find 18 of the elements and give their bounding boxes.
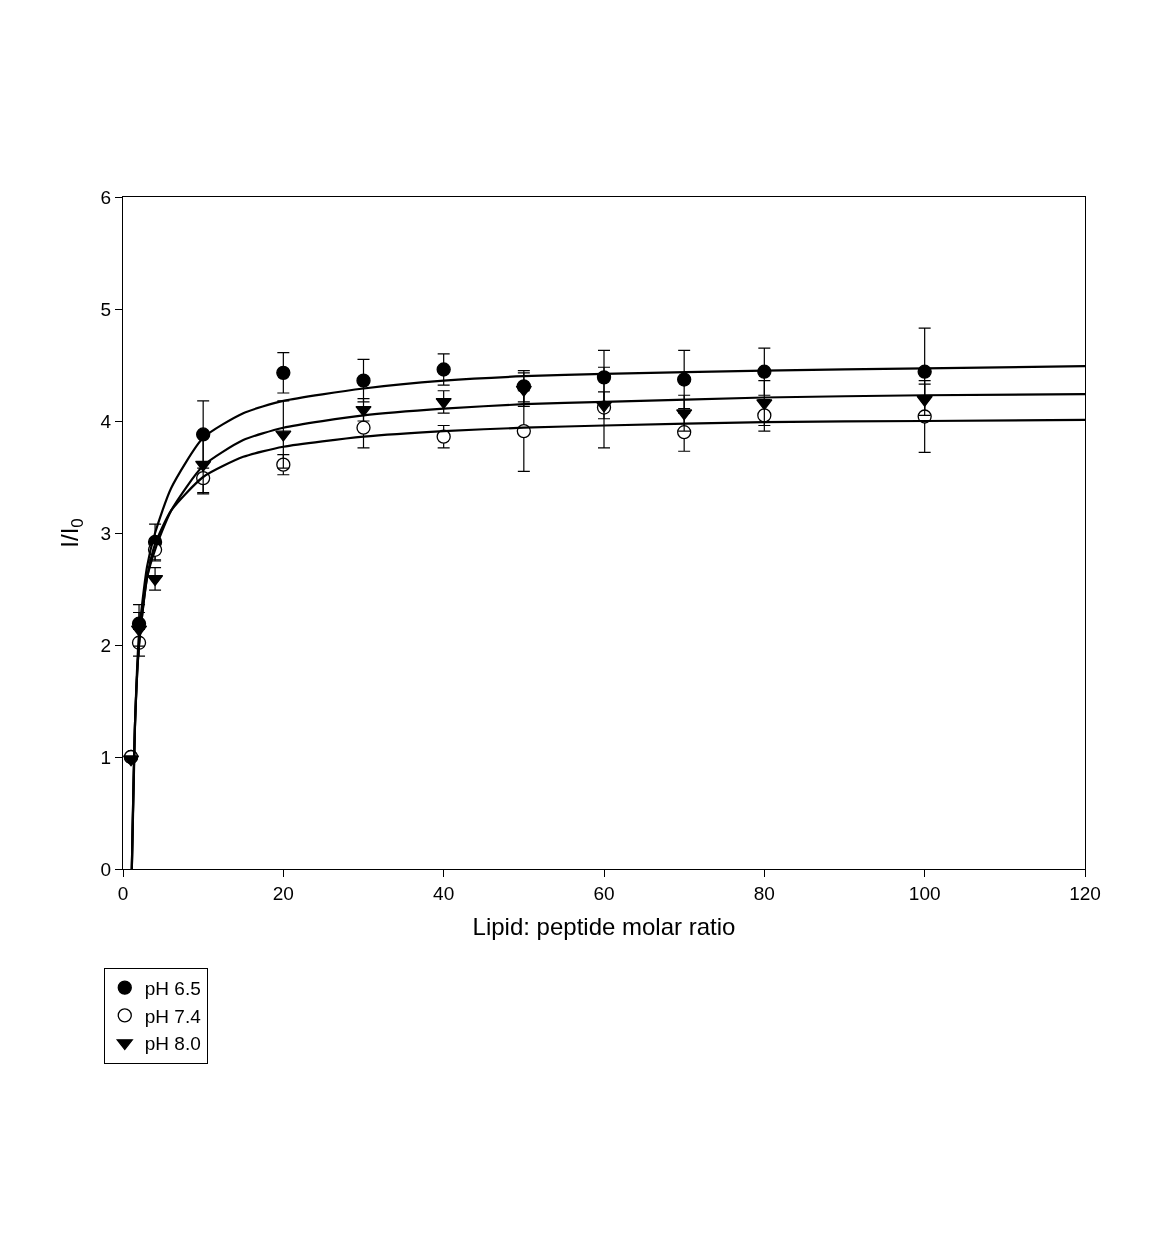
x-tick-label: 120 [1069,882,1101,904]
legend-label: pH 6.5 [144,978,201,1000]
y-tick-label: 4 [100,410,112,432]
legend-label: pH 8.0 [144,1033,201,1055]
legend-label: pH 7.4 [144,1005,202,1027]
y-tick-label: 5 [100,298,112,320]
x-tick-label: 40 [433,882,455,904]
x-axis-title: Lipid: peptide molar ratio [472,913,736,941]
y-tick-label: 2 [100,634,112,656]
y-tick-label: 0 [100,858,112,880]
x-tick-label: 20 [272,882,294,904]
x-tick-label: 100 [908,882,941,904]
x-tick-label: 80 [753,882,775,904]
y-tick-label: 6 [100,186,112,208]
x-tick-label: 60 [593,882,615,904]
x-tick-label: 0 [117,882,129,904]
y-tick-label: 1 [100,746,112,768]
y-tick-label: 3 [100,522,112,544]
